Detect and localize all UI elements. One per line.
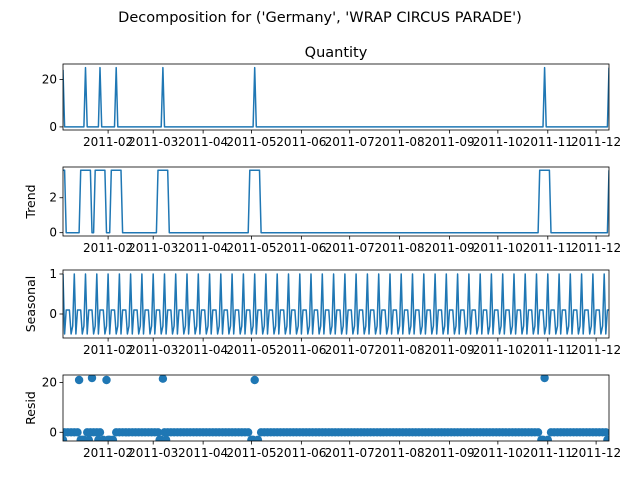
y-tick-label: 1 bbox=[49, 267, 57, 281]
y-tick-label: 2 bbox=[49, 191, 57, 205]
x-tick-label: 2011-05 bbox=[226, 241, 276, 255]
x-tick-label: 2011-08 bbox=[375, 135, 425, 149]
y-tick-label: 20 bbox=[42, 72, 57, 86]
x-tick-label: 2011-02 bbox=[83, 135, 133, 149]
x-tick-label: 2011-02 bbox=[83, 241, 133, 255]
resid-point bbox=[161, 435, 171, 441]
subplot-title: Quantity bbox=[305, 45, 368, 61]
x-tick-label: 2011-06 bbox=[276, 241, 326, 255]
x-tick-label: 2011-09 bbox=[424, 343, 474, 357]
resid-outlier-point bbox=[540, 375, 549, 383]
x-tick-label: 2011-10 bbox=[473, 135, 523, 149]
axes-frame-quantity bbox=[62, 63, 610, 131]
x-tick-label: 2011-04 bbox=[178, 241, 228, 255]
resid-outlier-point bbox=[74, 375, 84, 385]
resid-outlier-point bbox=[250, 375, 259, 385]
resid-outlier-point bbox=[158, 375, 168, 383]
x-tick-label: 2011-03 bbox=[128, 241, 178, 255]
x-tick-label: 2011-04 bbox=[178, 135, 228, 149]
resid-point bbox=[244, 428, 253, 437]
resid-point bbox=[63, 435, 68, 441]
x-tick-label: 2011-08 bbox=[375, 343, 425, 357]
x-tick-label: 2011-12 bbox=[571, 446, 621, 460]
axes-frame-resid bbox=[62, 374, 610, 442]
x-tick-label: 2011-06 bbox=[276, 343, 326, 357]
y-tick-label: 0 bbox=[49, 425, 57, 439]
resid-point bbox=[153, 428, 163, 437]
x-tick-label: 2011-10 bbox=[473, 343, 523, 357]
resid-point bbox=[108, 435, 118, 441]
y-tick-label: 20 bbox=[42, 375, 57, 389]
resid-point bbox=[84, 435, 93, 441]
series-line-seasonal bbox=[63, 273, 609, 335]
y-tick-label: 0 bbox=[49, 307, 57, 321]
y-tick-label: 0 bbox=[49, 120, 57, 134]
resid-point bbox=[73, 428, 82, 437]
x-tick-label: 2011-12 bbox=[571, 343, 621, 357]
x-tick-label: 2011-12 bbox=[571, 241, 621, 255]
x-tick-label: 2011-07 bbox=[325, 446, 375, 460]
resid-point bbox=[543, 435, 552, 441]
x-tick-label: 2011-07 bbox=[325, 135, 375, 149]
plot-area-quantity bbox=[63, 66, 609, 128]
x-tick-label: 2011-11 bbox=[523, 343, 573, 357]
resid-point bbox=[533, 428, 543, 437]
y-axis-label-seasonal: Seasonal bbox=[23, 276, 38, 333]
x-tick-label: 2011-03 bbox=[128, 135, 178, 149]
y-axis-label-resid: Resid bbox=[23, 391, 38, 425]
series-line-quantity bbox=[63, 66, 609, 128]
x-tick-label: 2011-03 bbox=[128, 446, 178, 460]
x-tick-label: 2011-07 bbox=[325, 343, 375, 357]
axes-frame-seasonal bbox=[62, 269, 610, 339]
x-tick-label: 2011-09 bbox=[424, 135, 474, 149]
chart-title: Decomposition for ('Germany', 'WRAP CIRC… bbox=[118, 10, 522, 26]
x-tick-label: 2011-02 bbox=[83, 446, 133, 460]
resid-point bbox=[253, 435, 263, 441]
resid-point bbox=[601, 428, 609, 437]
plot-area-seasonal bbox=[63, 273, 609, 335]
x-tick-label: 2011-05 bbox=[226, 135, 276, 149]
x-tick-label: 2011-09 bbox=[424, 241, 474, 255]
resid-outlier-point bbox=[102, 375, 111, 385]
x-tick-label: 2011-12 bbox=[571, 135, 621, 149]
x-tick-label: 2011-11 bbox=[523, 446, 573, 460]
x-tick-label: 2011-11 bbox=[523, 241, 573, 255]
x-tick-label: 2011-04 bbox=[178, 343, 228, 357]
x-tick-label: 2011-05 bbox=[226, 446, 276, 460]
x-tick-label: 2011-02 bbox=[83, 343, 133, 357]
x-tick-label: 2011-09 bbox=[424, 446, 474, 460]
x-tick-label: 2011-06 bbox=[276, 135, 326, 149]
x-tick-label: 2011-04 bbox=[178, 446, 228, 460]
axes-frame-trend bbox=[62, 166, 610, 237]
plot-area-resid bbox=[63, 375, 609, 441]
x-tick-label: 2011-08 bbox=[375, 446, 425, 460]
x-tick-label: 2011-03 bbox=[128, 343, 178, 357]
x-tick-label: 2011-06 bbox=[276, 446, 326, 460]
resid-outlier-point bbox=[87, 375, 97, 383]
resid-point bbox=[95, 428, 105, 437]
resid-point bbox=[604, 435, 609, 441]
x-tick-label: 2011-05 bbox=[226, 343, 276, 357]
y-axis-label-trend: Trend bbox=[23, 184, 38, 219]
y-tick-label: 0 bbox=[49, 226, 57, 240]
plot-area-trend bbox=[63, 169, 609, 234]
x-tick-label: 2011-10 bbox=[473, 446, 523, 460]
x-tick-label: 2011-10 bbox=[473, 241, 523, 255]
series-line-trend bbox=[63, 169, 609, 234]
x-tick-label: 2011-08 bbox=[375, 241, 425, 255]
x-tick-label: 2011-07 bbox=[325, 241, 375, 255]
x-tick-label: 2011-11 bbox=[523, 135, 573, 149]
